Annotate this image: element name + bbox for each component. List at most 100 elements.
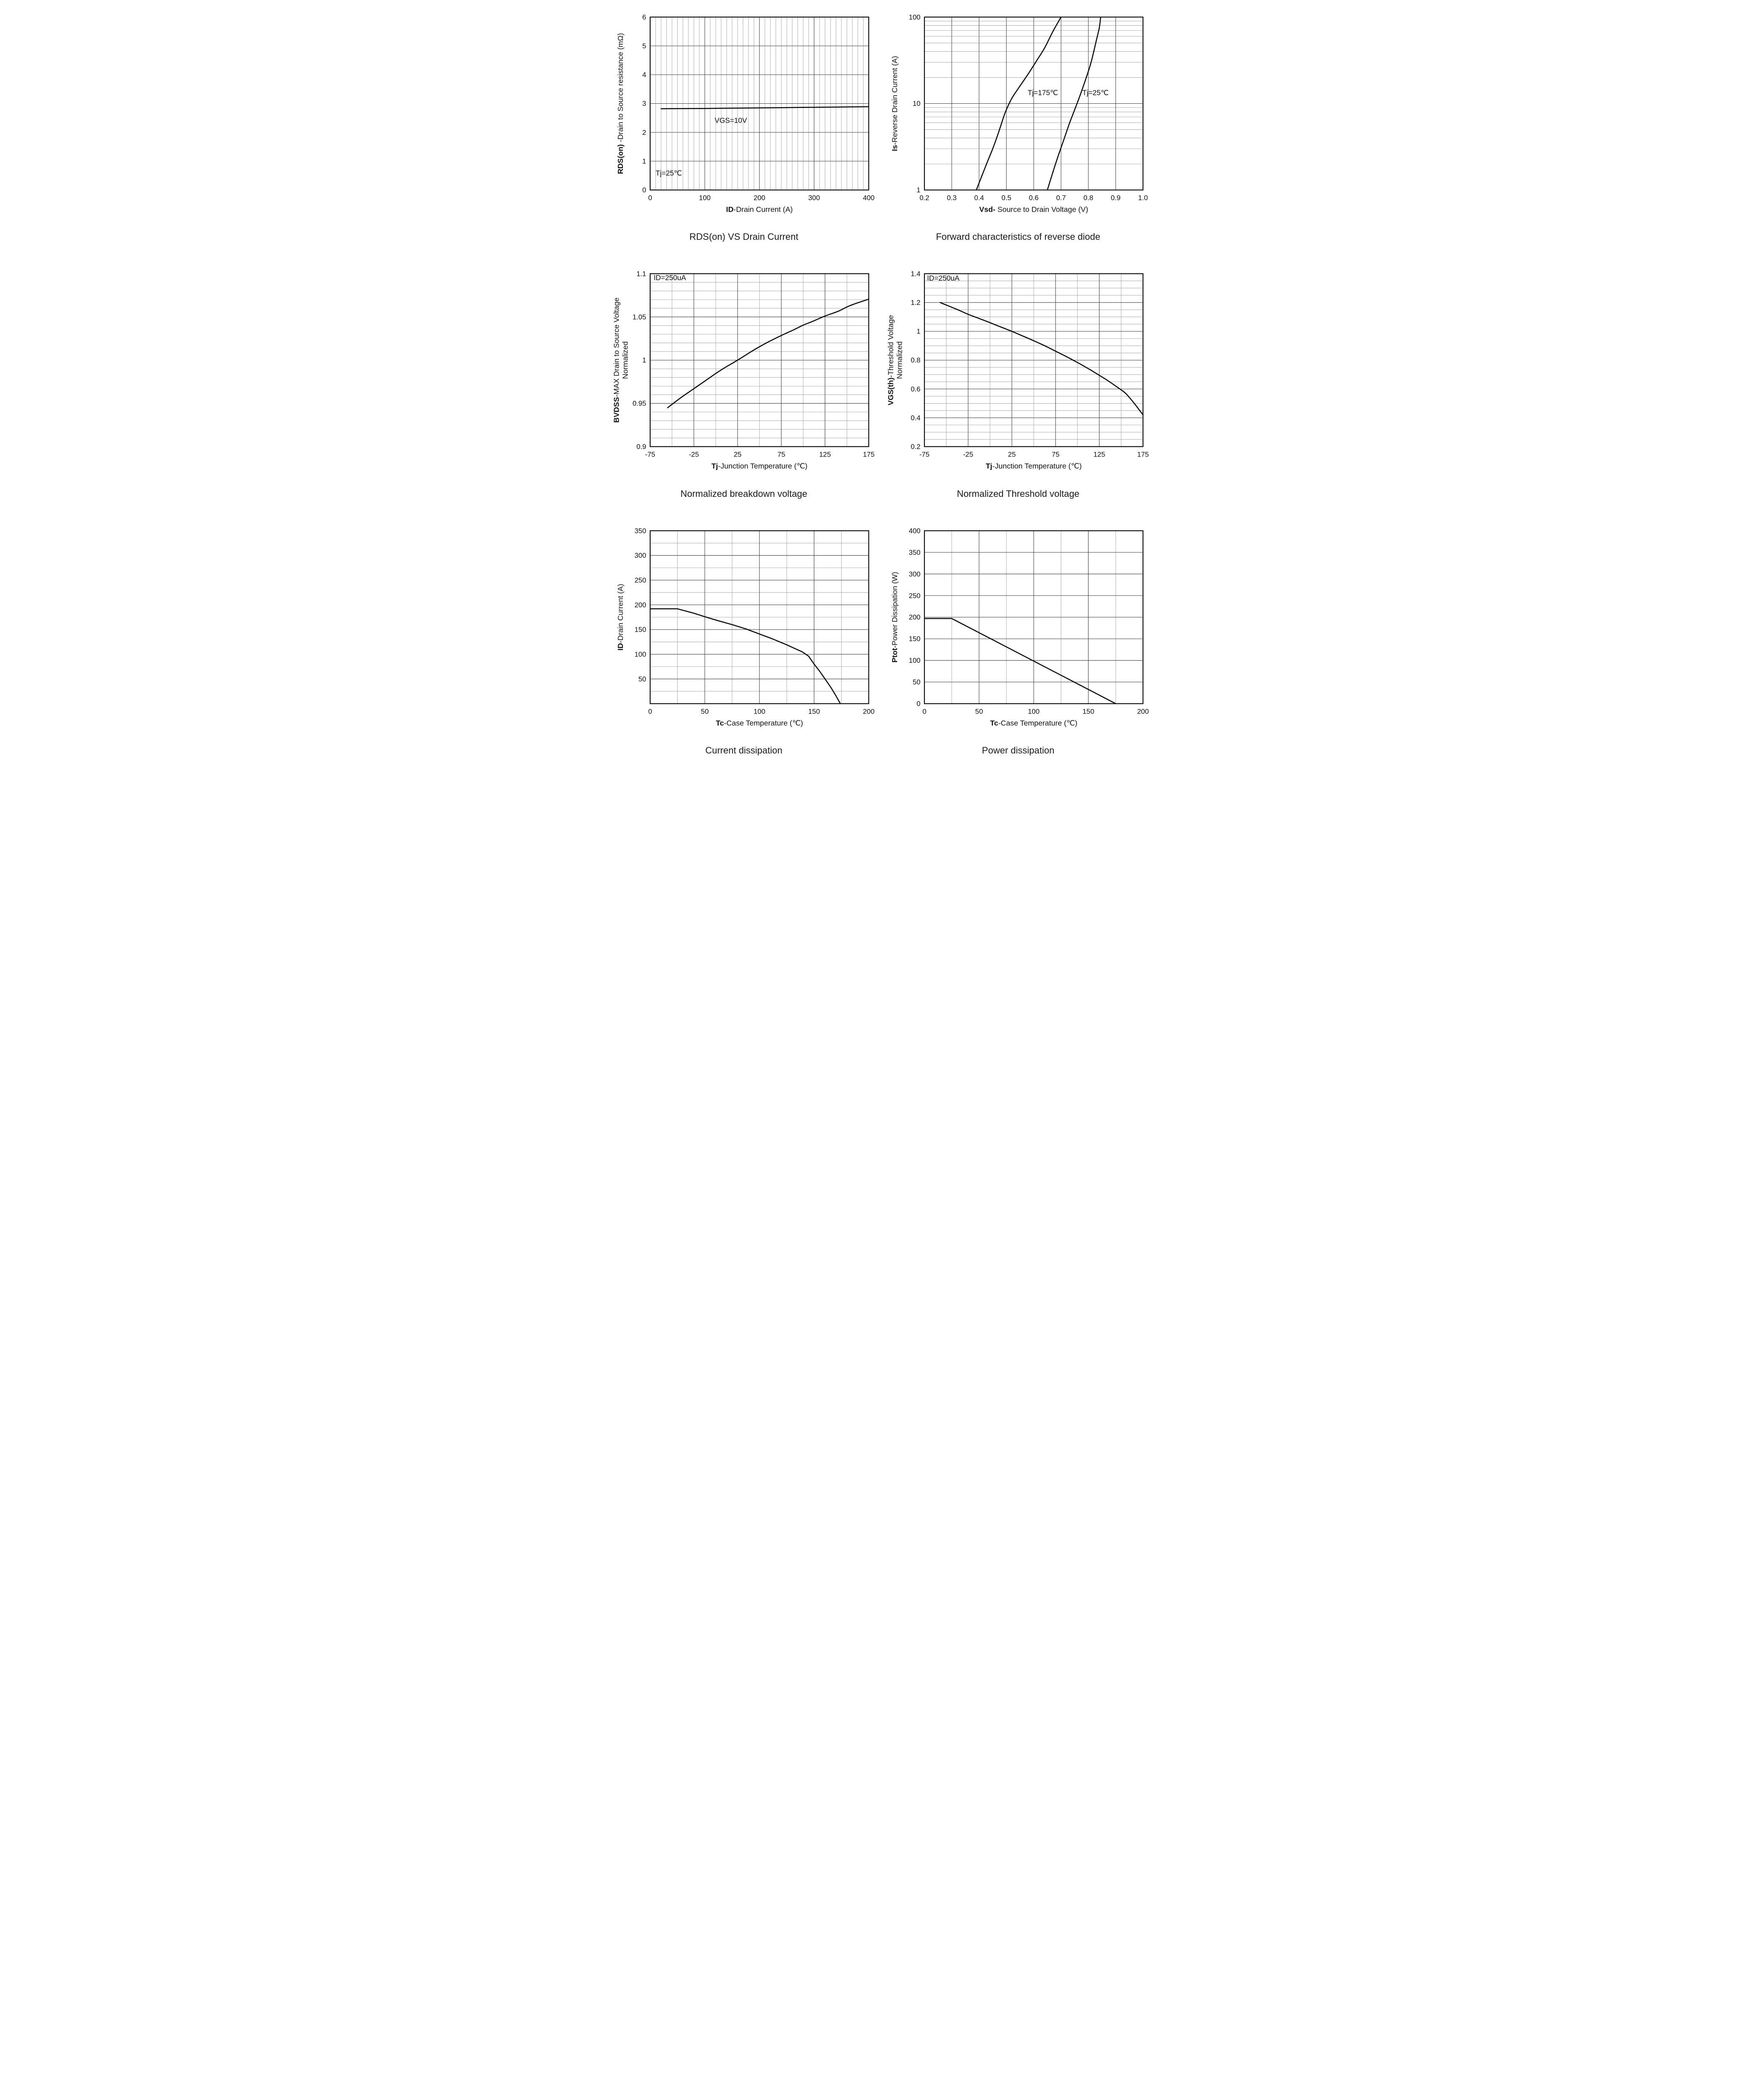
x-tick-label: 0 — [648, 194, 652, 202]
x-tick-label: 50 — [701, 707, 709, 715]
x-tick-label: 100 — [699, 194, 711, 202]
x-tick-label: 200 — [754, 194, 765, 202]
threshold-voltage-chart-canvas: ID=250uA -75 -25 25 75 125 175 0.2 0.4 0.6 0.8 1 1.2… — [887, 270, 1149, 470]
y-tick-label: 1.4 — [911, 270, 920, 278]
y-axis-label-line2: Normalized — [895, 341, 903, 379]
plot-annotation: Tj=25℃ — [1082, 89, 1108, 97]
series-curve-id-max-vs-tc — [649, 608, 841, 704]
series-curve-tj-25c — [1046, 16, 1101, 191]
x-axis-label: ID-Drain Current (A) — [726, 205, 793, 214]
grid-layer — [924, 273, 1143, 447]
y-tick-label: 1 — [916, 186, 920, 194]
y-axis-label: VGS(th)-Threshold Voltage — [887, 315, 895, 405]
y-tick-label: 400 — [909, 527, 920, 535]
plot-annotation: VGS=10V — [714, 116, 747, 124]
y-tick-label: 6 — [642, 13, 646, 21]
y-tick-label: 0.9 — [636, 443, 646, 451]
chart-normalized-breakdown-voltage: ID=250uA -75 -25 25 75 125 175 0.9 0.95 1 1.05 1.1 T… — [612, 268, 876, 499]
x-tick-label: 75 — [777, 451, 785, 459]
plot-annotation: Tj=175℃ — [1027, 89, 1058, 97]
y-axis-label: ID-Drain Current (A) — [616, 584, 625, 651]
x-tick-label: 0.6 — [1029, 194, 1038, 202]
plot-border — [649, 273, 869, 447]
axis-layer — [924, 16, 1143, 191]
chart-caption-breakdown: Normalized breakdown voltage — [680, 488, 808, 499]
label-layer: 0 100 200 300 400 0 1 2 3 4 5 6 ID-Drain Current (A)… — [616, 13, 874, 213]
series-layer — [975, 16, 1101, 191]
y-tick-label: 100 — [909, 13, 920, 21]
y-tick-label: 0.8 — [911, 357, 920, 365]
chart-caption-threshold: Normalized Threshold voltage — [957, 488, 1079, 499]
plot-annotation: ID=250uA — [654, 273, 686, 282]
annotation-layer: Tj=175℃ Tj=25℃ — [1027, 89, 1108, 97]
y-tick-label: 0.4 — [911, 414, 920, 422]
series-layer — [660, 106, 869, 110]
x-tick-label: 0.7 — [1056, 194, 1066, 202]
x-tick-label: 0.4 — [974, 194, 984, 202]
y-tick-label: 200 — [634, 601, 646, 609]
x-tick-label: 125 — [819, 451, 831, 459]
plot-border — [649, 530, 869, 704]
x-tick-label: 150 — [808, 707, 820, 715]
y-tick-label: 0 — [642, 186, 646, 194]
annotation-layer: ID=250uA — [654, 273, 686, 282]
x-tick-label: 175 — [1137, 451, 1149, 459]
y-tick-label: 250 — [634, 576, 646, 584]
y-tick-label: 100 — [909, 656, 920, 664]
series-curve-vgsth-normalized — [939, 302, 1143, 416]
series-curve-ptot-vs-tc — [924, 618, 1116, 704]
x-tick-label: -75 — [919, 451, 929, 459]
plot-annotation: ID=250uA — [927, 274, 960, 282]
x-axis-label: Tj-Junction Temperature (℃) — [985, 462, 1082, 470]
x-tick-label: 0.2 — [919, 194, 929, 202]
chart-power-dissipation: 0 50 100 150 200 0 50 100 150 200 250 300 350 400 Tc-C… — [887, 525, 1150, 756]
series-curve-rdson-vgs10v — [660, 106, 869, 110]
x-axis-label: Vsd- Source to Drain Voltage (V) — [979, 205, 1088, 214]
chart-reverse-diode-forward: Tj=175℃ Tj=25℃ 0.2 0.3 0.4 0.5 0.6 0.7 0.8 0.9 1.0… — [887, 11, 1150, 242]
y-tick-label: 3 — [642, 100, 646, 108]
x-tick-label: 0.3 — [947, 194, 956, 202]
grid-layer — [924, 530, 1143, 704]
rdson-chart-canvas: VGS=10V Tj=25℃ 0 100 200 300 400 0 1 2 3 4 5 6 ID-Drai… — [616, 13, 874, 213]
y-tick-label: 200 — [909, 613, 920, 621]
x-tick-label: -25 — [963, 451, 973, 459]
grid-layer — [650, 273, 869, 447]
y-tick-label: 150 — [909, 635, 920, 643]
y-tick-label: 1.2 — [911, 299, 920, 307]
x-tick-label: 175 — [863, 451, 874, 459]
plot-border — [924, 16, 1143, 191]
x-tick-label: 0.8 — [1083, 194, 1093, 202]
x-tick-label: 1.0 — [1138, 194, 1148, 202]
x-tick-label: 100 — [754, 707, 765, 715]
x-tick-label: 25 — [1008, 451, 1016, 459]
power-dissipation-chart-canvas: 0 50 100 150 200 0 50 100 150 200 250 300 350 400 Tc-C… — [890, 527, 1149, 727]
y-tick-label: 50 — [912, 678, 920, 686]
series-layer — [649, 608, 841, 704]
y-tick-label: 1.1 — [636, 270, 646, 278]
datasheet-charts-page: VGS=10V Tj=25℃ 0 100 200 300 400 0 1 2 3 4 5 6 ID-Drai… — [608, 0, 1154, 773]
series-curve-bvdss-normalized — [667, 299, 869, 409]
series-curve-tj-175c — [975, 16, 1061, 191]
y-tick-label: 10 — [912, 100, 920, 108]
y-tick-label: 250 — [909, 591, 920, 599]
chart-current-dissipation: 0 50 100 150 200 50 100 150 200 250 300 350 Tc-Case … — [612, 525, 876, 756]
label-layer: 0 50 100 150 200 0 50 100 150 200 250 300 350 400 Tc-C… — [890, 527, 1149, 727]
label-layer: 0 50 100 150 200 50 100 150 200 250 300 350 Tc-Case … — [616, 527, 874, 727]
plot-border — [924, 273, 1143, 447]
plot-border — [924, 530, 1143, 704]
grid-layer — [924, 17, 1143, 190]
breakdown-voltage-chart-canvas: ID=250uA -75 -25 25 75 125 175 0.9 0.95 1 1.05 1.1 T… — [612, 270, 874, 470]
x-tick-label: 50 — [975, 707, 983, 715]
reverse-diode-chart-canvas: Tj=175℃ Tj=25℃ 0.2 0.3 0.4 0.5 0.6 0.7 0.8 0.9 1.0… — [890, 13, 1148, 214]
axis-layer — [649, 16, 869, 191]
axis-layer — [649, 530, 869, 704]
y-tick-label: 0 — [916, 700, 920, 708]
x-tick-label: 150 — [1082, 707, 1094, 715]
charts-grid: VGS=10V Tj=25℃ 0 100 200 300 400 0 1 2 3 4 5 6 ID-Drai… — [612, 11, 1150, 756]
x-tick-label: 0 — [922, 707, 926, 715]
y-tick-label: 300 — [909, 570, 920, 578]
x-tick-label: 100 — [1028, 707, 1040, 715]
y-tick-label: 50 — [638, 675, 646, 683]
x-axis-label: Tj-Junction Temperature (℃) — [711, 462, 807, 470]
series-layer — [939, 302, 1143, 416]
